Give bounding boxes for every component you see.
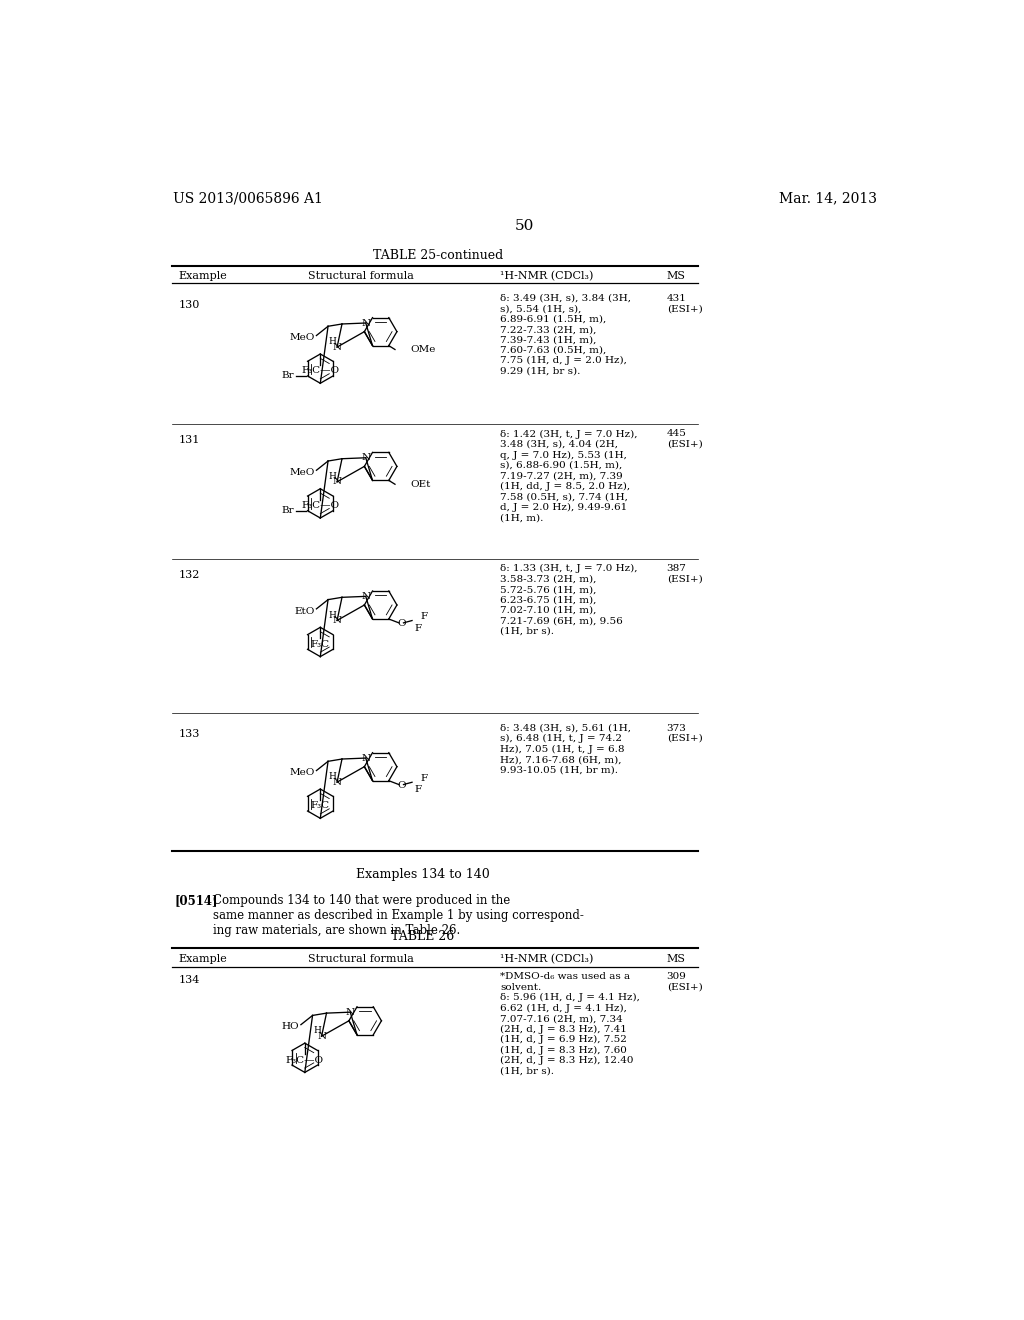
Text: N: N bbox=[333, 478, 342, 486]
Text: Compounds 134 to 140 that were produced in the
same manner as described in Examp: Compounds 134 to 140 that were produced … bbox=[213, 894, 584, 937]
Text: Br: Br bbox=[282, 371, 294, 380]
Text: 50: 50 bbox=[515, 219, 535, 234]
Text: 130: 130 bbox=[178, 300, 200, 310]
Text: δ: 1.42 (3H, t, J = 7.0 Hz),
3.48 (3H, s), 4.04 (2H,
q, J = 7.0 Hz), 5.53 (1H,
s: δ: 1.42 (3H, t, J = 7.0 Hz), 3.48 (3H, s… bbox=[500, 429, 638, 523]
Text: MeO: MeO bbox=[290, 469, 314, 477]
Text: US 2013/0065896 A1: US 2013/0065896 A1 bbox=[173, 191, 323, 206]
Text: H: H bbox=[329, 473, 337, 480]
Text: 132: 132 bbox=[178, 570, 200, 579]
Text: F₃C—O: F₃C—O bbox=[286, 1056, 324, 1065]
Text: F: F bbox=[415, 624, 422, 632]
Text: *DMSO-d₆ was used as a
solvent.
δ: 5.96 (1H, d, J = 4.1 Hz),
6.62 (1H, d, J = 4.: *DMSO-d₆ was used as a solvent. δ: 5.96 … bbox=[500, 973, 640, 1076]
Text: 134: 134 bbox=[178, 975, 200, 985]
Text: N: N bbox=[361, 591, 371, 601]
Text: 131: 131 bbox=[178, 436, 200, 445]
Text: H: H bbox=[313, 1027, 321, 1035]
Text: δ: 3.48 (3H, s), 5.61 (1H,
s), 6.48 (1H, t, J = 74.2
Hz), 7.05 (1H, t, J = 6.8
H: δ: 3.48 (3H, s), 5.61 (1H, s), 6.48 (1H,… bbox=[500, 723, 631, 775]
Text: 373
(ESI+): 373 (ESI+) bbox=[667, 723, 702, 743]
Text: N: N bbox=[361, 453, 371, 462]
Text: OEt: OEt bbox=[411, 479, 431, 488]
Text: Structural formula: Structural formula bbox=[307, 954, 414, 964]
Text: MeO: MeO bbox=[290, 334, 314, 342]
Text: 431
(ESI+): 431 (ESI+) bbox=[667, 294, 702, 313]
Text: TABLE 25-continued: TABLE 25-continued bbox=[373, 249, 503, 261]
Text: OMe: OMe bbox=[411, 345, 436, 354]
Text: 309
(ESI+): 309 (ESI+) bbox=[667, 973, 702, 991]
Text: ¹H-NMR (CDCl₃): ¹H-NMR (CDCl₃) bbox=[500, 271, 593, 281]
Text: Mar. 14, 2013: Mar. 14, 2013 bbox=[778, 191, 877, 206]
Text: MeO: MeO bbox=[290, 768, 314, 777]
Text: Example: Example bbox=[178, 954, 227, 964]
Text: H: H bbox=[329, 611, 337, 619]
Text: F: F bbox=[420, 774, 427, 783]
Text: δ: 1.33 (3H, t, J = 7.0 Hz),
3.58-3.73 (2H, m),
5.72-5.76 (1H, m),
6.23-6.75 (1H: δ: 1.33 (3H, t, J = 7.0 Hz), 3.58-3.73 (… bbox=[500, 564, 638, 636]
Text: 445
(ESI+): 445 (ESI+) bbox=[667, 429, 702, 449]
Text: EtO: EtO bbox=[295, 607, 314, 615]
Text: ¹H-NMR (CDCl₃): ¹H-NMR (CDCl₃) bbox=[500, 954, 593, 965]
Text: N: N bbox=[317, 1032, 327, 1040]
Text: N: N bbox=[361, 318, 371, 327]
Text: F₃C: F₃C bbox=[310, 801, 330, 810]
Text: H: H bbox=[329, 337, 337, 346]
Text: F₃C—O: F₃C—O bbox=[301, 367, 339, 375]
Text: F₃C—O: F₃C—O bbox=[301, 502, 339, 511]
Text: 133: 133 bbox=[178, 730, 200, 739]
Text: N: N bbox=[361, 754, 371, 763]
Text: MS: MS bbox=[667, 954, 686, 964]
Text: HO: HO bbox=[282, 1023, 299, 1031]
Text: F₃C: F₃C bbox=[310, 640, 330, 649]
Text: O: O bbox=[397, 781, 407, 789]
Text: δ: 3.49 (3H, s), 3.84 (3H,
s), 5.54 (1H, s),
6.89-6.91 (1.5H, m),
7.22-7.33 (2H,: δ: 3.49 (3H, s), 3.84 (3H, s), 5.54 (1H,… bbox=[500, 294, 631, 376]
Text: F: F bbox=[415, 785, 422, 795]
Text: Br: Br bbox=[282, 506, 294, 515]
Text: MS: MS bbox=[667, 271, 686, 281]
Text: N: N bbox=[333, 343, 342, 351]
Text: Structural formula: Structural formula bbox=[307, 271, 414, 281]
Text: [0514]: [0514] bbox=[174, 894, 218, 907]
Text: N: N bbox=[346, 1007, 354, 1016]
Text: Example: Example bbox=[178, 271, 227, 281]
Text: H: H bbox=[329, 772, 337, 781]
Text: N: N bbox=[333, 616, 342, 624]
Text: Examples 134 to 140: Examples 134 to 140 bbox=[355, 869, 489, 880]
Text: TABLE 26: TABLE 26 bbox=[391, 929, 454, 942]
Text: F: F bbox=[420, 612, 427, 622]
Text: O: O bbox=[397, 619, 407, 628]
Text: N: N bbox=[333, 777, 342, 787]
Text: 387
(ESI+): 387 (ESI+) bbox=[667, 564, 702, 583]
